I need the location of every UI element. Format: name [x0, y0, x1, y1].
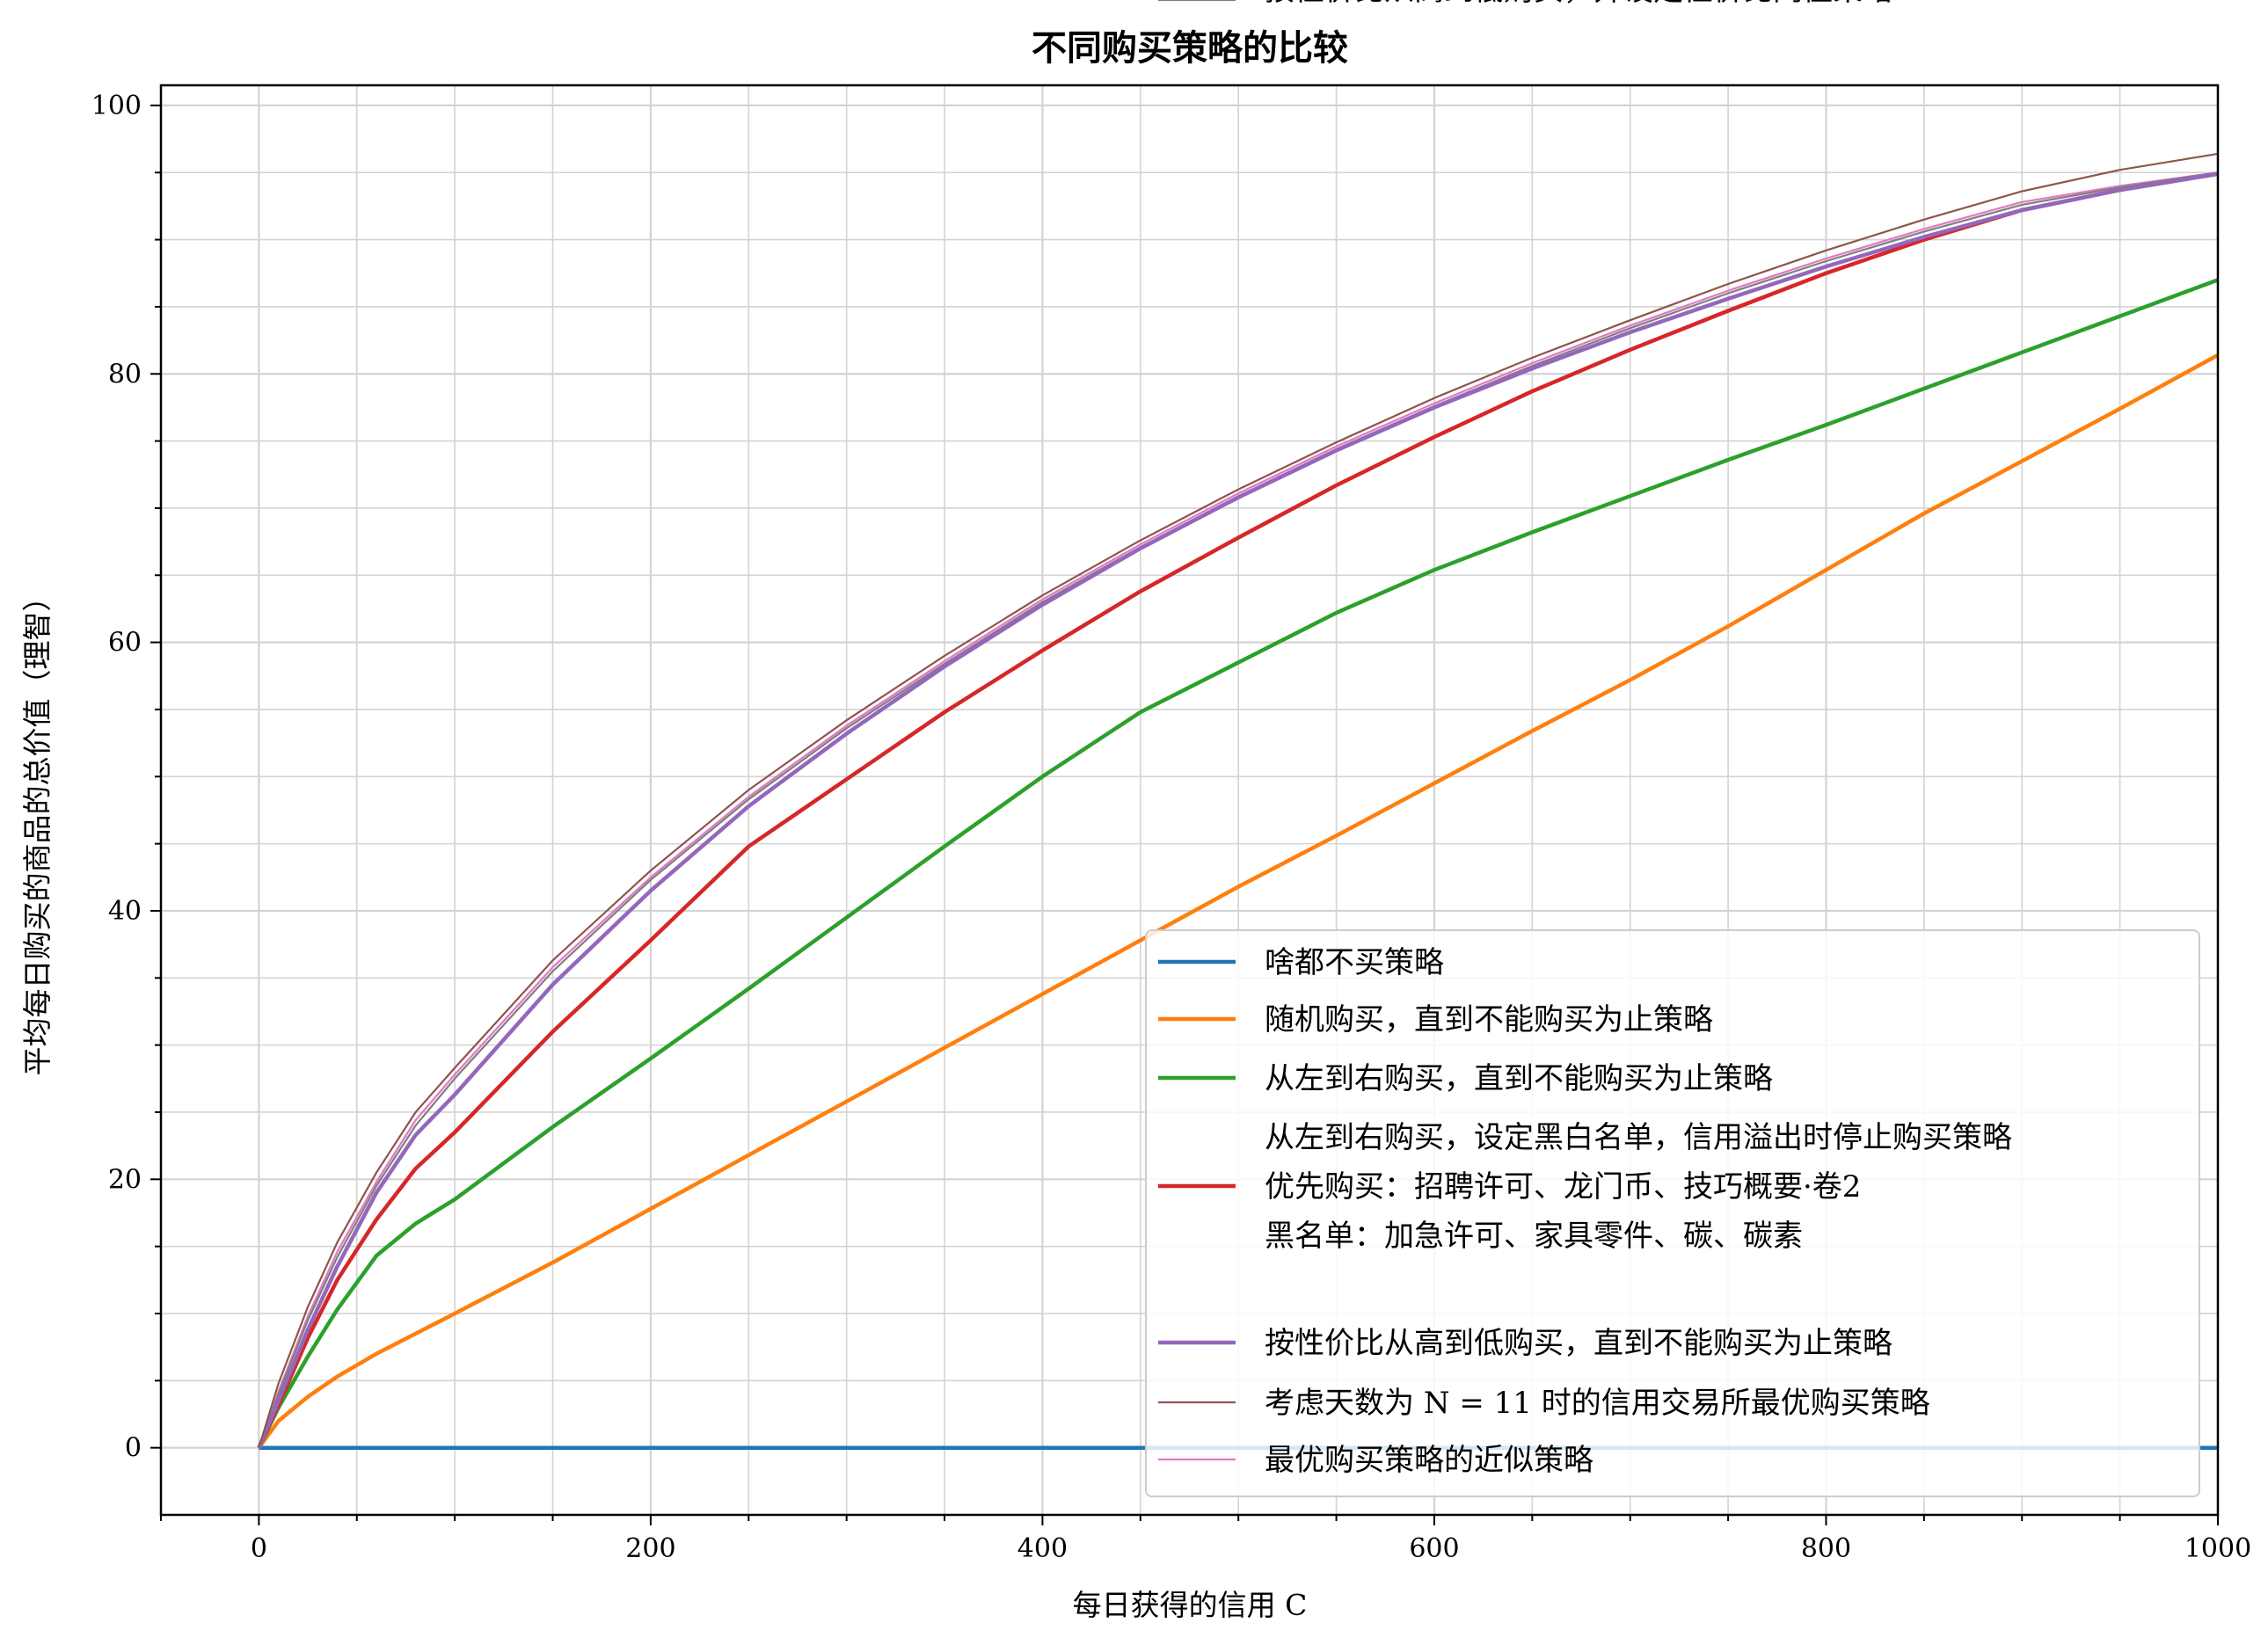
legend-label-3: 从左到右购买，直到不能购买为止策略 [1265, 1061, 1773, 1096]
legend-label-6: 考虑天数为 N = 11 时的信用交易所最优购买策略 [1265, 1386, 1930, 1421]
y-tick-label: 40 [108, 896, 142, 927]
series-line-3 [257, 278, 2219, 1449]
legend: 啥都不买策略随机购买，直到不能购买为止策略从左到右购买，直到不能购买为止策略从左… [1145, 0, 2200, 1497]
y-axis-ticks: 0 20 40 60 80 100 [91, 91, 161, 1464]
y-tick-label: 60 [108, 628, 142, 659]
series-line-5 [257, 171, 2219, 1449]
legend-label-4-line-2: 优先购买：招聘许可、龙门币、技巧概要·卷2 [1265, 1169, 1861, 1205]
x-tick-label: 800 [1801, 1533, 1851, 1564]
legend-label-4-line-3: 黑名单：加急许可、家具零件、碳、碳素 [1265, 1219, 1803, 1254]
y-tick-label: 100 [91, 91, 142, 121]
series-line-6 [258, 152, 2219, 1449]
x-tick-label: 600 [1409, 1533, 1459, 1564]
y-axis-title: 平均每日购买的商品的总价值（理智） [20, 583, 55, 1076]
legend-label-1: 啥都不买策略 [1265, 945, 1444, 980]
plot-frame [159, 84, 2220, 1517]
legend-label-8: 按性价比从高到低购买，并设定性价比阈值策略 [1265, 0, 1892, 8]
series-line-2 [257, 353, 2220, 1450]
y-tick-label: 80 [108, 359, 142, 389]
legend-label-7: 最优购买策略的近似策略 [1265, 1443, 1593, 1478]
x-tick-label: 1000 [2184, 1533, 2251, 1564]
x-tick-label: 400 [1017, 1533, 1068, 1564]
chart-title: 不同购买策略的比较 [1032, 27, 1348, 69]
series-lines [257, 152, 2220, 1450]
series-line-7 [258, 171, 2219, 1449]
y-tick-label: 0 [125, 1433, 142, 1464]
x-axis-ticks: 0 200 400 600 800 1000 [160, 1515, 2251, 1564]
legend-label-2: 随机购买，直到不能购买为止策略 [1265, 1002, 1713, 1037]
x-axis-title: 每日获得的信用 C [1073, 1588, 1308, 1622]
x-tick-label: 200 [625, 1533, 675, 1564]
x-tick-label: 0 [251, 1533, 267, 1564]
y-tick-label: 20 [108, 1164, 142, 1195]
legend-label-5: 按性价比从高到低购买，直到不能购买为止策略 [1265, 1326, 1892, 1361]
legend-label-4-line-1: 从左到右购买，设定黑白名单，信用溢出时停止购买策略 [1265, 1120, 2012, 1155]
legend-box [1145, 929, 2200, 1497]
series-line-4 [257, 171, 2219, 1449]
series-line-8 [258, 171, 2219, 1449]
